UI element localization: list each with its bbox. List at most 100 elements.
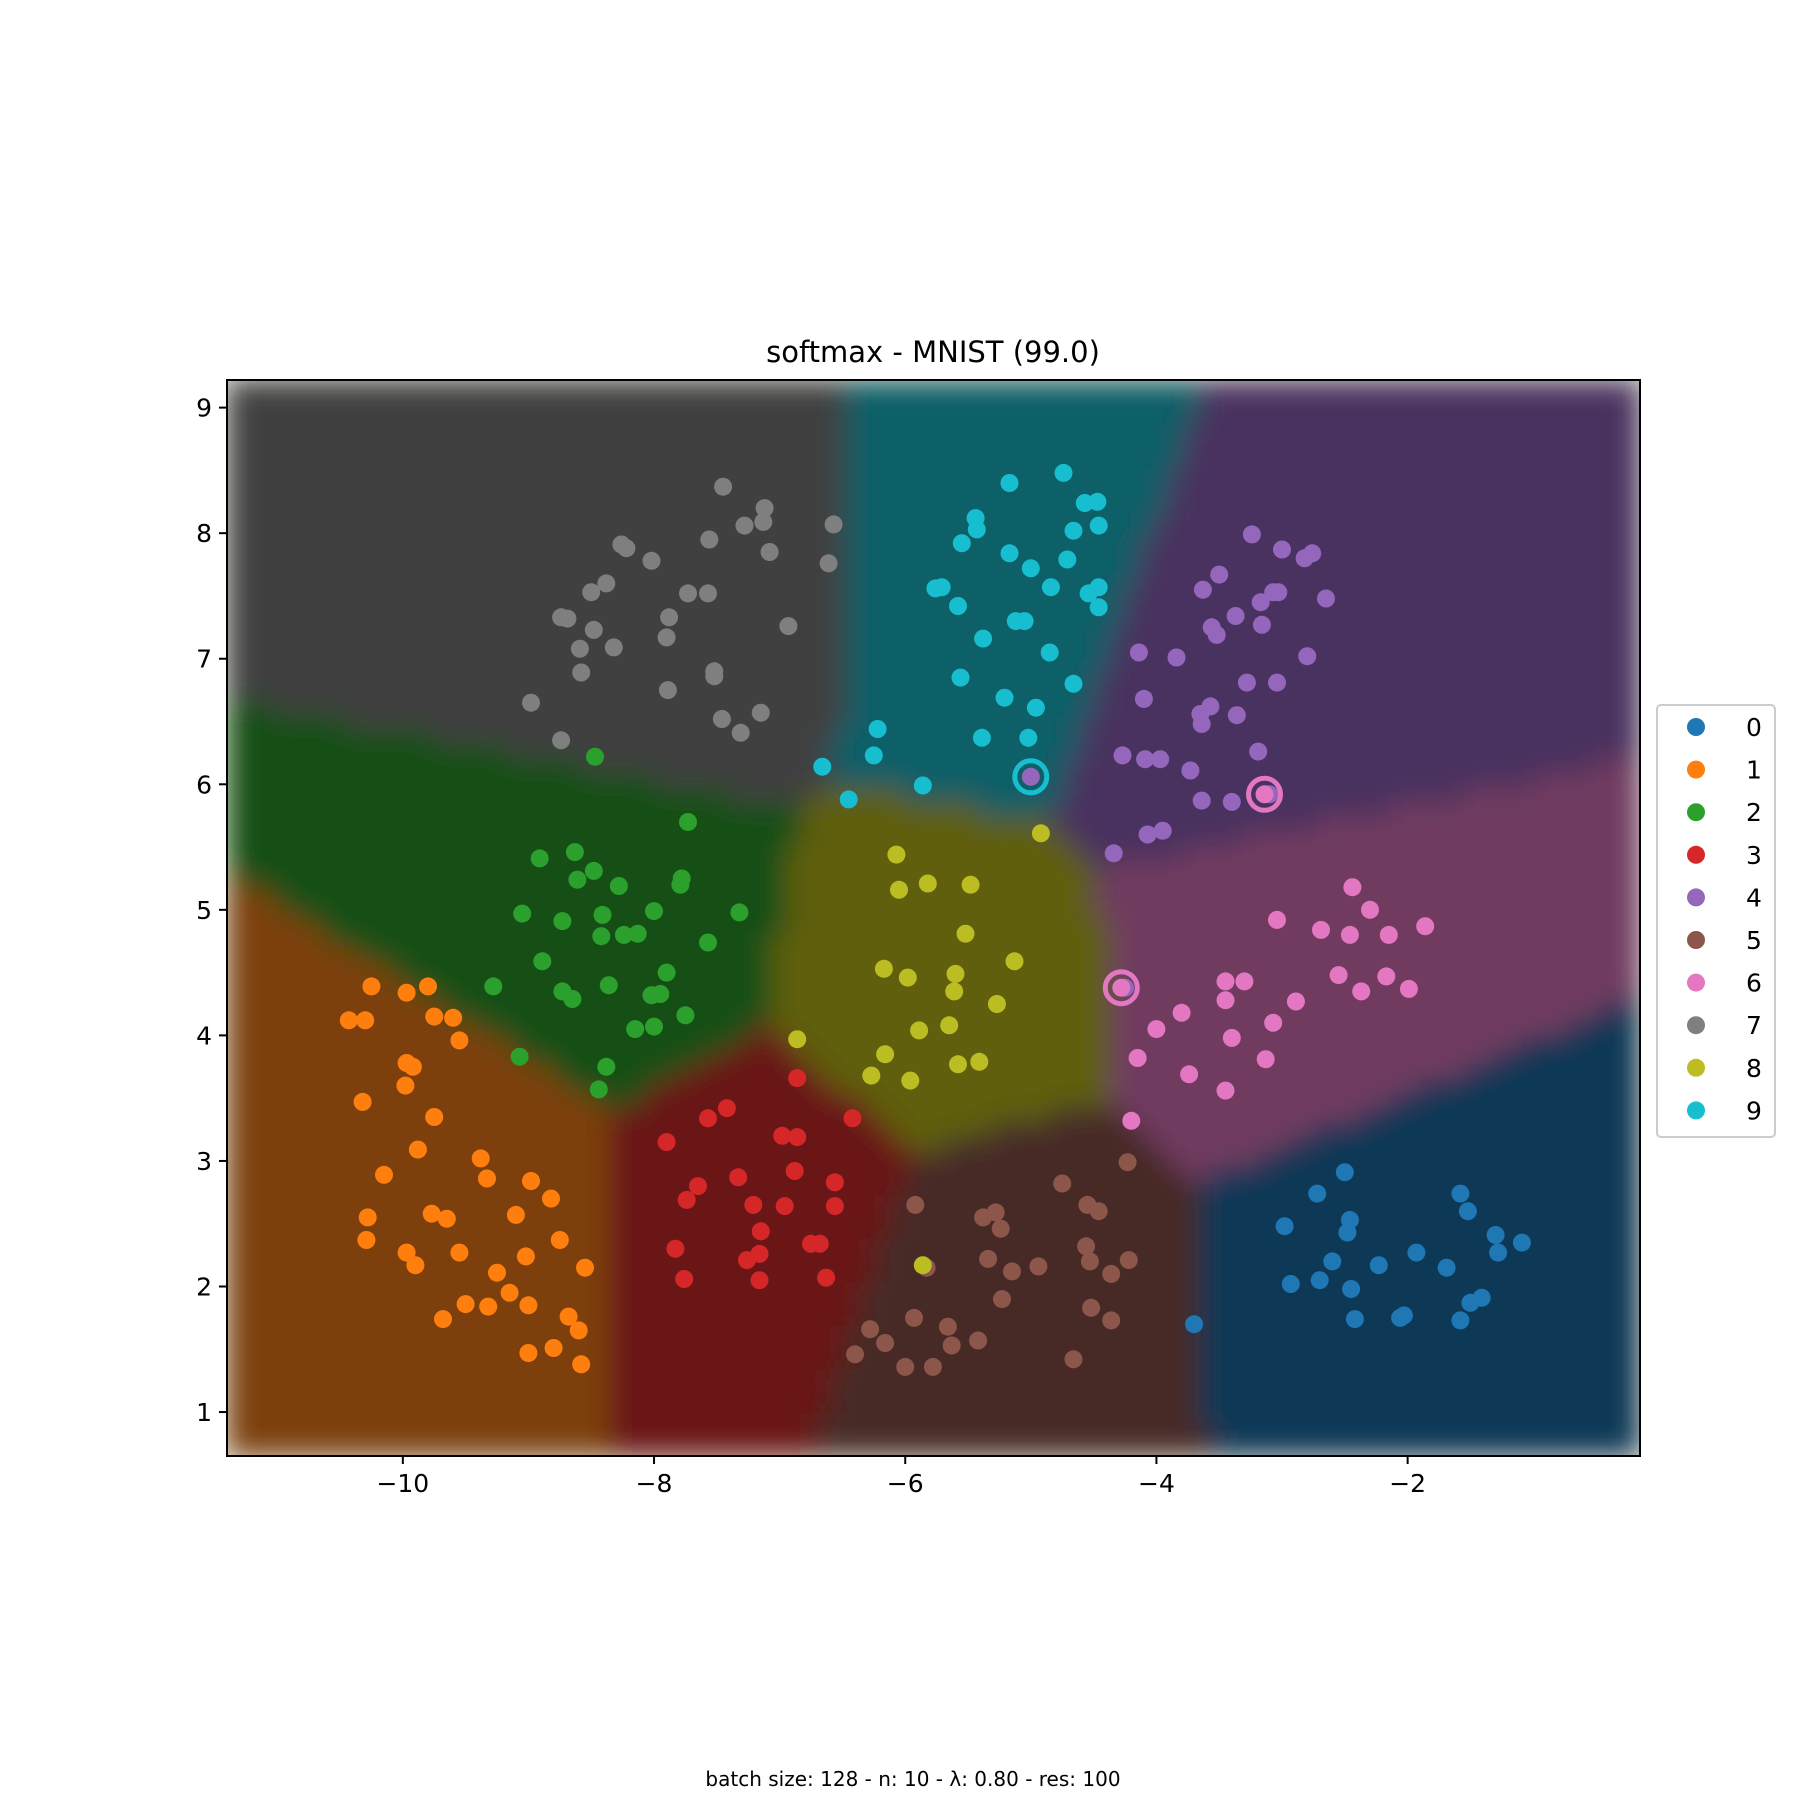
point-class-5 — [1029, 1257, 1048, 1276]
point-class-0 — [1308, 1184, 1327, 1203]
point-class-3 — [666, 1239, 685, 1258]
point-class-2 — [645, 1017, 663, 1036]
legend-marker-0 — [1687, 718, 1705, 736]
point-class-4 — [1151, 750, 1170, 769]
point-class-1 — [516, 1247, 535, 1266]
point-class-0 — [1489, 1243, 1508, 1262]
point-class-6 — [1264, 1013, 1283, 1032]
point-class-8 — [970, 1052, 989, 1071]
point-class-4 — [1129, 643, 1148, 662]
point-class-6 — [1361, 900, 1379, 919]
point-class-7 — [642, 551, 661, 570]
point-class-9 — [932, 578, 951, 597]
point-class-3 — [699, 1109, 717, 1128]
point-class-1 — [576, 1258, 594, 1277]
legend-marker-3 — [1687, 845, 1705, 864]
point-class-9 — [1089, 516, 1108, 535]
legend-label-0: 0 — [1746, 713, 1762, 742]
point-class-4 — [1249, 742, 1268, 761]
point-class-1 — [479, 1297, 498, 1316]
point-class-2 — [628, 924, 647, 943]
point-class-4 — [1153, 821, 1172, 840]
decision-regions — [227, 380, 1640, 1456]
point-class-3 — [689, 1177, 707, 1196]
point-class-6 — [1256, 1050, 1275, 1069]
point-class-1 — [450, 1243, 469, 1262]
point-class-5 — [1118, 1153, 1137, 1172]
point-class-4 — [1298, 647, 1317, 666]
point-class-1 — [544, 1339, 563, 1357]
point-class-8 — [987, 995, 1006, 1013]
point-class-9 — [1088, 492, 1107, 511]
point-class-4 — [1251, 593, 1270, 612]
point-class-2 — [565, 843, 584, 862]
point-class-7 — [779, 617, 798, 636]
point-class-5 — [1082, 1298, 1101, 1317]
point-class-7 — [570, 639, 589, 658]
legend-label-5: 5 — [1746, 926, 1762, 955]
point-class-6 — [1255, 785, 1274, 804]
point-class-7 — [699, 584, 717, 603]
point-class-7 — [714, 477, 733, 496]
point-class-9 — [951, 668, 970, 687]
legend-marker-8 — [1687, 1058, 1705, 1077]
point-class-4 — [1193, 580, 1212, 599]
legend-marker-9 — [1687, 1101, 1705, 1120]
point-class-4 — [1237, 673, 1256, 692]
point-class-7 — [658, 681, 677, 700]
y-tick-label: 4 — [196, 1021, 212, 1050]
point-class-5 — [969, 1331, 988, 1350]
point-class-9 — [913, 776, 932, 795]
point-class-7 — [582, 583, 601, 602]
point-class-4 — [1295, 549, 1314, 568]
point-class-7 — [824, 515, 843, 534]
point-class-5 — [1119, 1251, 1138, 1270]
point-class-5 — [896, 1357, 915, 1376]
point-class-9 — [972, 728, 991, 747]
point-class-1 — [358, 1208, 377, 1227]
point-class-3 — [825, 1173, 844, 1192]
point-class-6 — [1222, 1028, 1241, 1047]
point-class-7 — [712, 710, 731, 728]
point-class-0 — [1461, 1293, 1480, 1312]
point-class-8 — [961, 875, 980, 894]
point-class-7 — [604, 638, 623, 657]
point-class-6 — [1235, 972, 1254, 991]
point-class-5 — [942, 1336, 961, 1355]
legend-label-3: 3 — [1746, 841, 1762, 870]
legend: 0 1 2 3 4 5 6 7 8 9 — [1656, 704, 1776, 1138]
point-class-2 — [510, 1047, 529, 1066]
point-class-2 — [679, 813, 697, 831]
point-class-9 — [952, 534, 971, 553]
point-class-5 — [938, 1317, 957, 1336]
point-class-7 — [597, 574, 616, 593]
point-class-5 — [986, 1203, 1005, 1222]
point-class-3 — [677, 1190, 696, 1209]
point-class-0 — [1185, 1315, 1204, 1334]
point-class-3 — [810, 1234, 829, 1253]
point-class-1 — [519, 1344, 538, 1362]
point-class-1 — [408, 1140, 427, 1159]
point-class-8 — [898, 968, 917, 987]
point-class-1 — [362, 977, 381, 996]
point-class-9 — [1026, 698, 1045, 717]
legend-label-7: 7 — [1746, 1011, 1762, 1040]
scatter-points — [339, 463, 1531, 1376]
legend-label-9: 9 — [1746, 1096, 1762, 1125]
legend-label-6: 6 — [1746, 969, 1762, 998]
point-class-6 — [1377, 967, 1396, 986]
point-class-3 — [775, 1197, 794, 1216]
point-class-6 — [1216, 972, 1235, 991]
legend-marker-6 — [1687, 973, 1705, 992]
point-class-9 — [1015, 612, 1034, 631]
point-class-0 — [1338, 1223, 1357, 1242]
point-class-2 — [586, 747, 604, 766]
y-tick-label: 2 — [196, 1273, 212, 1302]
point-class-4 — [1227, 706, 1246, 725]
point-class-9 — [967, 520, 986, 539]
point-class-1 — [419, 977, 437, 996]
point-class-6 — [1112, 978, 1131, 997]
plot-frame — [226, 379, 1641, 1457]
point-class-8 — [788, 1030, 807, 1049]
